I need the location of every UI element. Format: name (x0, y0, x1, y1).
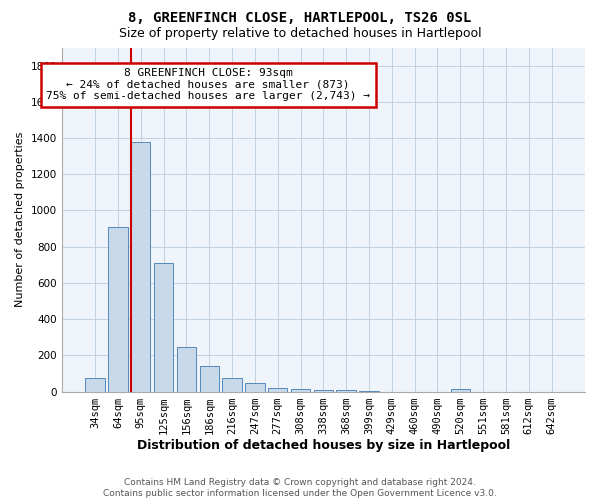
Bar (131, 142, 151, 392)
Bar (451, 390, 470, 392)
Bar (108, 227, 128, 392)
Bar (359, 390, 379, 392)
Bar (268, 388, 287, 392)
Bar (291, 389, 310, 392)
Text: 8 GREENFINCH CLOSE: 93sqm
← 24% of detached houses are smaller (873)
75% of semi: 8 GREENFINCH CLOSE: 93sqm ← 24% of detac… (46, 68, 370, 102)
Bar (200, 366, 219, 392)
Bar (85, 378, 105, 392)
Bar (177, 347, 196, 392)
Text: Size of property relative to detached houses in Hartlepool: Size of property relative to detached ho… (119, 27, 481, 40)
Y-axis label: Number of detached properties: Number of detached properties (15, 132, 25, 307)
Text: 8, GREENFINCH CLOSE, HARTLEPOOL, TS26 0SL: 8, GREENFINCH CLOSE, HARTLEPOOL, TS26 0S… (128, 11, 472, 25)
Text: Contains HM Land Registry data © Crown copyright and database right 2024.
Contai: Contains HM Land Registry data © Crown c… (103, 478, 497, 498)
Bar (223, 378, 242, 392)
Bar (245, 384, 265, 392)
Bar (154, 263, 173, 392)
X-axis label: Distribution of detached houses by size in Hartlepool: Distribution of detached houses by size … (137, 440, 510, 452)
Bar (337, 390, 356, 392)
Bar (314, 390, 333, 392)
